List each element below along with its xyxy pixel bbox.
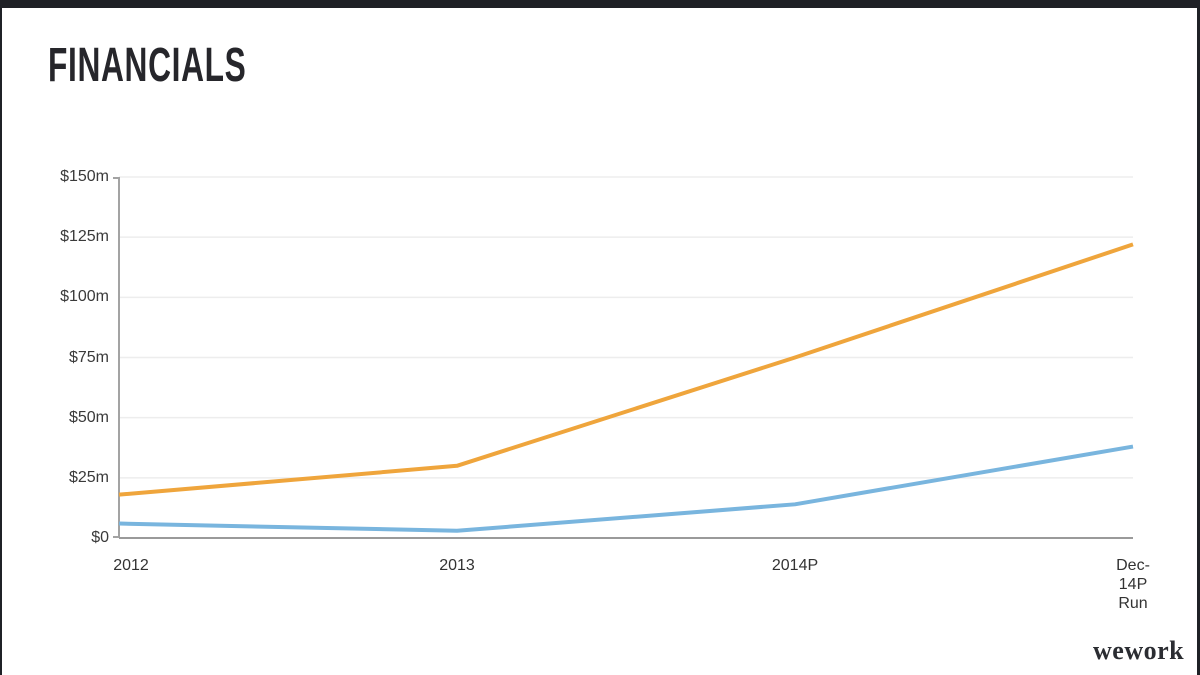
x-tick-label: 2012: [113, 557, 149, 574]
slide-title: FINANCIALS: [48, 39, 247, 92]
y-tick-label: $25m: [68, 468, 109, 486]
y-tick-label: $50m: [68, 408, 109, 426]
x-tick-label: 2013: [439, 557, 475, 574]
slide-canvas: FINANCIALS $150m $125m $100m $75m $50m $25m $0…: [2, 8, 1197, 675]
series-line-blue: [118, 444, 1134, 533]
y-tick-label: $150m: [60, 168, 109, 185]
x-tick-label: Dec-14P Run: [1116, 557, 1150, 612]
wework-logo: wework: [1093, 636, 1185, 665]
y-tick-label: $75m: [68, 348, 109, 366]
y-tick-label: $125m: [60, 228, 109, 246]
x-tick-label: 2014P: [771, 557, 819, 574]
series-line-orange: [118, 242, 1134, 497]
y-tick-label: $100m: [60, 288, 109, 306]
chart-svg: [113, 176, 1134, 539]
y-tick-label: $0: [91, 529, 109, 546]
financials-line-chart: $150m $125m $100m $75m $50m $25m $0 2012 2013 20…: [60, 168, 1150, 612]
